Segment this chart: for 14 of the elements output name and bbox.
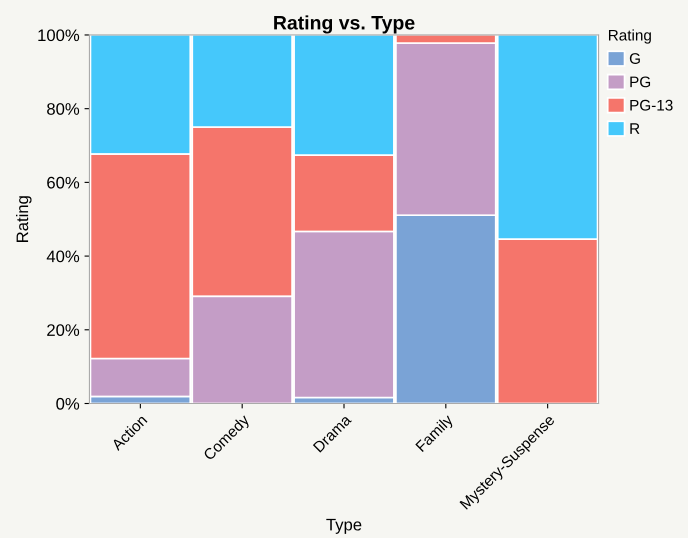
chart-title: Rating vs. Type [274, 15, 414, 34]
y-tick-label: 40% [46, 250, 80, 262]
legend-label: G [630, 53, 640, 64]
y-tick-label: 20% [47, 324, 80, 336]
legend-label: R [630, 123, 640, 134]
x-axis-title: Type [326, 518, 362, 534]
legend-label: PG [630, 76, 650, 88]
y-axis-title: Rating [16, 196, 32, 242]
legend-label: PG-13 [630, 100, 673, 111]
legend-title: Rating [608, 29, 651, 44]
y-tick-label: 0% [56, 398, 80, 410]
y-tick-label: 100% [38, 29, 80, 42]
y-tick-label: 80% [47, 103, 80, 115]
y-tick-label: 60% [47, 176, 80, 189]
